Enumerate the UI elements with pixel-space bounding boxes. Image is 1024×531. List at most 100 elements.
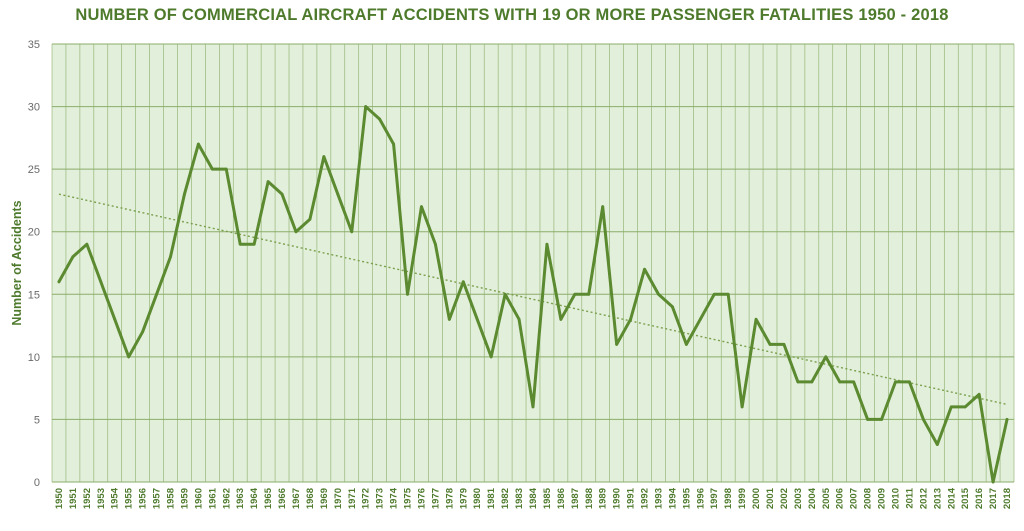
data-point: [531, 405, 535, 409]
data-point: [141, 330, 145, 334]
data-point: [657, 292, 660, 296]
x-tick-label: 2018: [1002, 488, 1013, 509]
x-tick-label: 1995: [681, 487, 692, 509]
x-tick-label: 2004: [807, 487, 818, 509]
y-axis-label: Number of Accidents: [10, 200, 24, 325]
x-tick-label: 2010: [890, 488, 901, 509]
data-point: [698, 317, 702, 321]
horizontal-gridlines: [52, 43, 1014, 483]
x-tick-label: 2012: [918, 488, 929, 509]
x-tick-label: 2007: [849, 488, 860, 509]
data-point: [573, 292, 577, 296]
x-tick-label: 1962: [221, 488, 232, 509]
data-point: [252, 242, 256, 246]
x-tick-label: 2005: [821, 487, 832, 509]
x-tick-label: 1986: [556, 488, 567, 509]
x-tick-label: 1983: [514, 488, 525, 509]
x-tick-label: 1990: [612, 488, 623, 509]
data-point: [824, 355, 828, 359]
data-point: [378, 117, 382, 121]
x-tick-label: 1958: [166, 488, 177, 509]
data-point: [420, 205, 423, 209]
x-tick-label: 1980: [472, 488, 483, 509]
data-point: [224, 167, 228, 171]
data-point: [294, 230, 298, 234]
x-tick-label: 2000: [751, 488, 762, 509]
data-point: [894, 380, 897, 384]
data-point: [503, 292, 507, 296]
x-tick-label: 1950: [54, 488, 65, 509]
data-point: [963, 405, 967, 409]
data-point: [908, 380, 911, 384]
data-point: [210, 167, 214, 171]
x-tick-label: 1972: [361, 488, 372, 509]
data-point: [392, 142, 395, 146]
data-point: [643, 267, 646, 271]
plot-area: [52, 44, 1014, 482]
y-axis-ticks: 0 5 10 15 20 25 30 35: [28, 39, 40, 489]
data-point: [71, 255, 75, 259]
data-point: [768, 342, 772, 346]
x-tick-label: 1971: [347, 487, 358, 509]
x-tick-label: 1953: [96, 488, 107, 509]
x-tick-label: 1957: [152, 488, 163, 509]
data-point: [838, 380, 842, 384]
x-tick-label: 1994: [667, 487, 678, 509]
chart-title: NUMBER OF COMMERCIAL AIRCRAFT ACCIDENTS …: [75, 6, 949, 24]
data-point: [447, 317, 451, 321]
y-tick-label: 15: [28, 289, 40, 301]
x-tick-label: 1969: [319, 488, 330, 509]
x-tick-label: 1989: [598, 488, 609, 509]
x-tick-label: 1963: [235, 488, 246, 509]
data-point: [880, 418, 883, 421]
x-tick-label: 2001: [765, 487, 776, 509]
data-point: [949, 405, 953, 409]
x-tick-label: 2014: [946, 487, 957, 509]
data-point: [726, 292, 730, 296]
data-point: [559, 317, 563, 321]
data-point: [740, 405, 744, 409]
vertical-gridlines: [51, 44, 1015, 482]
data-point: [308, 217, 312, 221]
x-tick-label: 1968: [305, 488, 316, 509]
data-point: [350, 230, 354, 234]
y-tick-label: 20: [28, 227, 40, 239]
data-point: [712, 292, 716, 296]
x-tick-label: 1956: [138, 488, 149, 509]
data-point: [183, 192, 186, 196]
data-point: [238, 242, 242, 246]
data-point: [127, 355, 131, 359]
data-point: [336, 192, 340, 196]
data-point: [434, 242, 437, 246]
x-tick-label: 1978: [444, 488, 455, 509]
data-point: [280, 192, 284, 196]
x-tick-label: 1954: [110, 487, 121, 509]
data-point: [866, 418, 870, 421]
x-tick-label: 1967: [291, 488, 302, 509]
data-point: [977, 393, 981, 396]
y-tick-label: 5: [34, 414, 40, 426]
data-point: [99, 280, 103, 284]
data-point: [406, 292, 409, 296]
x-tick-label: 1977: [430, 488, 441, 509]
data-point: [57, 280, 61, 284]
data-point: [935, 443, 939, 446]
data-point: [671, 305, 674, 309]
x-tick-label: 1974: [389, 487, 400, 509]
x-tick-label: 1976: [416, 488, 427, 509]
x-tick-label: 1996: [695, 488, 706, 509]
y-tick-label: 30: [28, 102, 40, 114]
x-tick-label: 1966: [277, 488, 288, 509]
x-tick-label: 1985: [542, 487, 553, 509]
data-point: [601, 205, 605, 209]
x-tick-label: 1981: [486, 487, 497, 509]
x-tick-label: 1988: [584, 488, 595, 509]
x-tick-label: 1987: [570, 488, 581, 509]
x-tick-label: 1997: [709, 488, 720, 509]
x-tick-label: 2017: [988, 488, 999, 509]
x-tick-label: 2013: [932, 488, 943, 509]
x-tick-label: 1982: [500, 488, 511, 509]
x-tick-label: 1973: [375, 488, 386, 509]
data-point: [684, 342, 688, 346]
x-tick-label: 1951: [68, 487, 79, 509]
